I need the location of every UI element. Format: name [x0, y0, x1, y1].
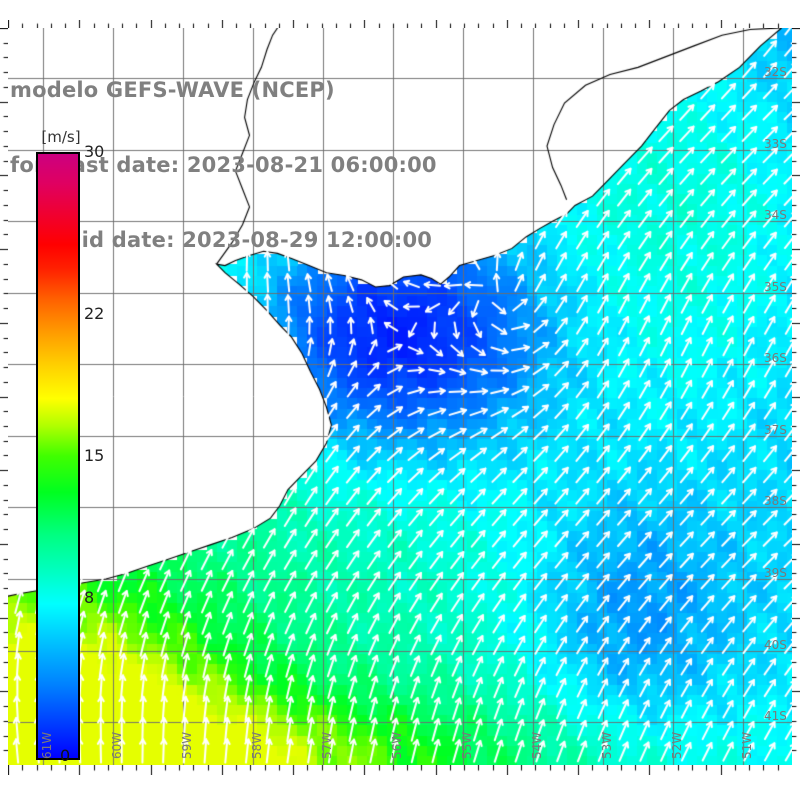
right-axis-ruler	[792, 28, 800, 765]
latitude-tick-36S: 36S	[764, 351, 787, 365]
latitude-tick-41S: 41S	[764, 709, 787, 723]
latitude-tick-32S: 32S	[764, 65, 787, 79]
colorbar[interactable]	[36, 152, 80, 760]
longitude-tick-53W: 53W	[600, 732, 614, 759]
latitude-tick-37S: 37S	[764, 423, 787, 437]
colorbar-tick-22: 22	[84, 306, 104, 322]
longitude-tick-59W: 59W	[180, 732, 194, 759]
longitude-tick-60W: 60W	[110, 732, 124, 759]
left-axis-ruler	[0, 28, 8, 765]
colorbar-tick-8: 8	[84, 590, 94, 606]
longitude-tick-61W: 61W	[40, 732, 54, 759]
colorbar-tick-30: 30	[84, 144, 104, 160]
map-plot-area[interactable]	[8, 28, 792, 765]
longitude-tick-52W: 52W	[670, 732, 684, 759]
longitude-tick-58W: 58W	[250, 732, 264, 759]
bottom-axis-ruler	[8, 765, 792, 775]
colorbar-tick-0: 0	[60, 748, 70, 764]
longitude-tick-57W: 57W	[320, 732, 334, 759]
figure-root: modelo GEFS-WAVE (NCEP) forecast date: 2…	[0, 0, 800, 800]
latitude-tick-35S: 35S	[764, 280, 787, 294]
top-axis-ruler	[8, 20, 792, 28]
longitude-tick-56W: 56W	[390, 732, 404, 759]
colorbar-tick-15: 15	[84, 448, 104, 464]
longitude-tick-51W: 51W	[740, 732, 754, 759]
latitude-tick-38S: 38S	[764, 494, 787, 508]
latitude-tick-40S: 40S	[764, 638, 787, 652]
longitude-tick-54W: 54W	[530, 732, 544, 759]
colorbar-gradient	[36, 152, 80, 760]
latitude-tick-34S: 34S	[764, 208, 787, 222]
wind-field-heatmap	[8, 28, 792, 765]
latitude-tick-33S: 33S	[764, 137, 787, 151]
longitude-tick-55W: 55W	[460, 732, 474, 759]
latitude-tick-39S: 39S	[764, 566, 787, 580]
